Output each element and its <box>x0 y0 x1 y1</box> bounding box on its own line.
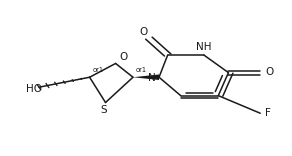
Text: O: O <box>140 27 148 37</box>
Text: N: N <box>148 73 156 83</box>
Text: HO: HO <box>26 84 42 94</box>
Text: F: F <box>265 108 271 118</box>
Text: O: O <box>119 52 127 62</box>
Text: or1: or1 <box>135 67 146 73</box>
Text: or1: or1 <box>93 67 103 73</box>
Text: O: O <box>265 67 274 77</box>
Text: S: S <box>101 105 107 115</box>
Polygon shape <box>133 74 159 80</box>
Text: NH: NH <box>196 42 212 52</box>
